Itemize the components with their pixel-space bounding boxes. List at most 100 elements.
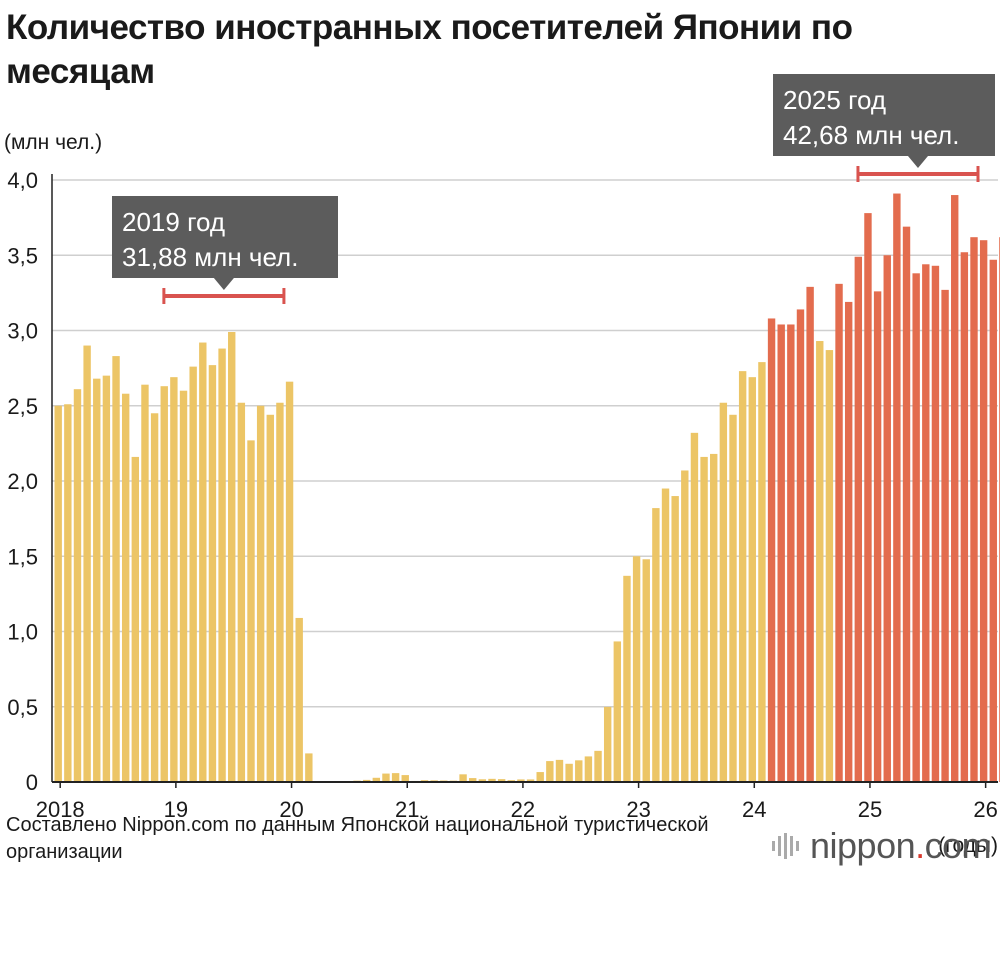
bar <box>729 414 737 782</box>
bar <box>170 377 178 782</box>
bar <box>199 342 207 782</box>
nippon-bars-icon <box>772 833 799 859</box>
bar <box>305 753 313 782</box>
bar <box>690 432 699 782</box>
x-tick-label: 24 <box>742 797 766 822</box>
bar <box>469 778 477 782</box>
y-tick-label: 2,0 <box>7 469 38 494</box>
bar <box>970 237 978 782</box>
x-tick-labels: 2018 19 20 21 22 23 24 25 26 <box>36 782 998 822</box>
bar <box>160 386 168 782</box>
bar <box>382 773 390 782</box>
callout-pointer <box>213 278 234 290</box>
bar <box>661 488 670 782</box>
x-tick-label: 23 <box>626 797 650 822</box>
callout-year: 2025 год <box>783 85 886 115</box>
y-tick-labels: 0 0,5 1,0 1,5 2,0 2,5 3,0 3,5 4,0 <box>7 168 38 795</box>
bar <box>719 402 728 782</box>
bar <box>83 345 91 782</box>
bar <box>700 456 708 782</box>
callouts: 2019 год 31,88 млн чел. 2025 год 42,68 млн … <box>112 74 995 304</box>
bar <box>497 779 506 782</box>
x-tick-label: 25 <box>858 797 882 822</box>
bar <box>93 378 101 782</box>
callout-1: 2019 год 31,88 млн чел. <box>112 196 338 304</box>
bar <box>854 256 863 782</box>
bar <box>777 324 785 782</box>
x-tick-label: 19 <box>164 797 188 822</box>
bar <box>575 760 583 782</box>
bars <box>54 193 1000 783</box>
bar <box>844 301 853 782</box>
bar <box>623 575 631 782</box>
bar <box>546 761 554 782</box>
bar <box>256 405 265 782</box>
bar <box>517 779 525 782</box>
bar <box>401 775 409 782</box>
callout-box <box>112 196 338 278</box>
bar <box>208 365 217 782</box>
bar <box>951 195 959 783</box>
bar <box>150 413 159 782</box>
callout-value: 31,88 млн чел. <box>122 242 298 272</box>
bar <box>873 291 882 782</box>
bar <box>748 377 756 782</box>
bar <box>893 193 901 783</box>
bar <box>931 265 940 782</box>
bar <box>758 362 766 782</box>
bar <box>228 332 236 782</box>
bar <box>478 779 487 782</box>
callout-box <box>773 74 995 156</box>
x-tick-label: 20 <box>279 797 303 822</box>
bar <box>362 779 371 782</box>
bar <box>54 405 62 782</box>
callout-year: 2019 год <box>122 207 225 237</box>
bar <box>710 453 718 782</box>
bar <box>584 756 593 782</box>
bar <box>902 226 911 782</box>
callout-value: 42,68 млн чел. <box>783 120 959 150</box>
bar <box>266 414 274 782</box>
bar <box>276 402 284 782</box>
bar <box>681 470 689 782</box>
bar <box>796 309 805 782</box>
bar <box>555 759 564 782</box>
bar <box>989 259 997 782</box>
bar <box>565 763 573 782</box>
bar <box>883 255 891 782</box>
bar <box>912 273 920 782</box>
bar <box>671 496 679 782</box>
bar <box>642 559 650 782</box>
y-tick-label: 2,5 <box>7 394 38 419</box>
bar <box>391 773 400 782</box>
bar <box>806 286 814 782</box>
x-tick-label: 22 <box>511 797 535 822</box>
bar <box>247 440 255 782</box>
bar <box>121 393 130 782</box>
x-tick-label: 2018 <box>36 797 85 822</box>
bar <box>613 641 622 782</box>
chart-title: Количество иностранных посетителей Япони… <box>6 8 853 91</box>
bar <box>922 264 930 782</box>
logo-wordmark: nippon.com <box>810 825 992 866</box>
bar <box>767 318 776 782</box>
y-tick-label: 4,0 <box>7 168 38 193</box>
axes <box>51 174 998 783</box>
bar <box>787 324 795 782</box>
bar <box>459 774 467 782</box>
source-note: Составлено Nippon.com по данным Японской… <box>6 814 709 863</box>
bar <box>102 375 111 782</box>
bar <box>835 283 843 782</box>
bar <box>979 240 988 782</box>
y-tick-label: 0 <box>26 770 38 795</box>
y-tick-label: 1,5 <box>7 544 38 569</box>
bar <box>189 366 197 782</box>
y-tick-label: 3,0 <box>7 319 38 344</box>
bar <box>526 779 535 782</box>
bar <box>112 356 120 782</box>
bar <box>237 402 246 782</box>
nippon-logo: nippon.com <box>772 824 992 868</box>
bar <box>285 381 294 782</box>
bar <box>864 213 872 783</box>
